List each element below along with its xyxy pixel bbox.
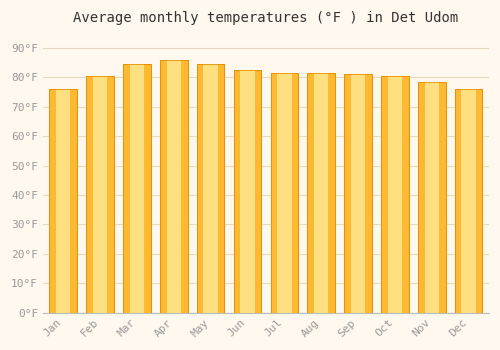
Bar <box>381 76 408 313</box>
Bar <box>123 64 151 313</box>
Bar <box>130 64 144 313</box>
Bar <box>314 73 328 313</box>
Bar <box>50 89 77 313</box>
Bar <box>455 89 482 313</box>
Bar <box>462 89 476 313</box>
Title: Average monthly temperatures (°F ) in Det Udom: Average monthly temperatures (°F ) in De… <box>74 11 458 25</box>
Bar <box>240 70 254 313</box>
Bar <box>270 73 298 313</box>
Bar <box>418 82 446 313</box>
Bar <box>56 89 70 313</box>
Bar <box>86 76 114 313</box>
Bar <box>308 73 335 313</box>
Bar <box>418 82 446 313</box>
Bar <box>455 89 482 313</box>
Bar <box>381 76 408 313</box>
Bar <box>50 89 77 313</box>
Bar <box>234 70 262 313</box>
Bar <box>424 82 439 313</box>
Bar <box>160 60 188 313</box>
Bar <box>160 60 188 313</box>
Bar <box>93 76 108 313</box>
Bar <box>351 75 365 313</box>
Bar <box>234 70 262 313</box>
Bar <box>123 64 151 313</box>
Bar <box>308 73 335 313</box>
Bar <box>277 73 291 313</box>
Bar <box>197 64 224 313</box>
Bar <box>204 64 218 313</box>
Bar <box>166 60 181 313</box>
Bar <box>270 73 298 313</box>
Bar <box>86 76 114 313</box>
Bar <box>344 75 372 313</box>
Bar <box>344 75 372 313</box>
Bar <box>197 64 224 313</box>
Bar <box>388 76 402 313</box>
